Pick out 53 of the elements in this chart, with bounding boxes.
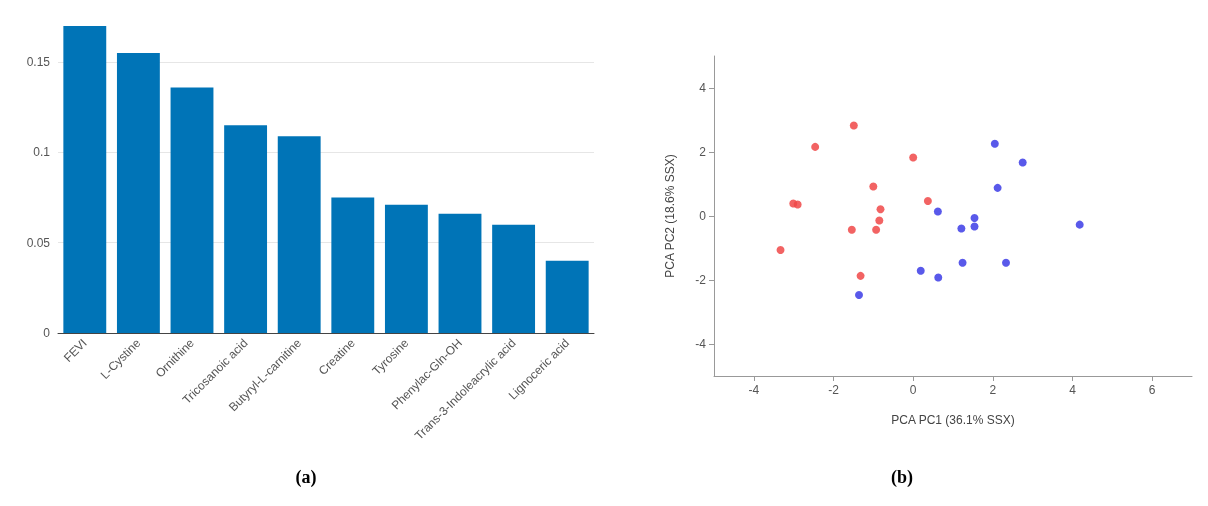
point xyxy=(811,142,820,151)
point xyxy=(970,222,979,231)
y-tick-label: 0.15 xyxy=(26,55,51,70)
point xyxy=(1001,258,1010,267)
y-tick-label: 0 xyxy=(699,209,707,223)
y-tick-label: -2 xyxy=(695,273,707,287)
point xyxy=(933,207,942,216)
bar xyxy=(224,125,268,333)
bar xyxy=(116,53,160,333)
x-tick-label: -2 xyxy=(828,383,840,397)
bar xyxy=(277,136,321,333)
bar xyxy=(170,87,214,333)
point xyxy=(970,213,979,222)
point xyxy=(776,245,785,254)
point xyxy=(990,139,999,148)
point xyxy=(1018,158,1027,167)
bar xyxy=(438,213,482,333)
bar xyxy=(384,204,428,333)
point xyxy=(958,258,967,267)
point xyxy=(916,266,925,275)
x-tick-label: 4 xyxy=(1069,383,1077,397)
point xyxy=(869,182,878,191)
y-tick-label: 4 xyxy=(699,81,707,95)
y-tick-label: 0 xyxy=(43,326,51,340)
point xyxy=(923,196,932,205)
point xyxy=(855,291,863,300)
point xyxy=(875,216,884,225)
x-tick-label: 6 xyxy=(1148,383,1156,397)
point xyxy=(876,205,885,214)
y-tick-label: 0.05 xyxy=(26,235,51,250)
y-axis-title: PCA PC2 (18.6% SSX) xyxy=(663,154,677,278)
point xyxy=(847,225,856,234)
point xyxy=(793,200,802,209)
bar xyxy=(492,224,536,333)
point xyxy=(934,273,943,282)
point xyxy=(849,121,858,130)
text: (a) xyxy=(295,467,317,488)
x-tick-label: 0 xyxy=(909,383,917,397)
bar xyxy=(63,26,107,333)
point xyxy=(993,183,1002,192)
bar xyxy=(545,260,589,333)
point xyxy=(957,224,966,233)
point xyxy=(1075,220,1084,229)
x-axis-title: PCA PC1 (36.1% SSX) xyxy=(891,413,1015,427)
bar xyxy=(331,197,375,333)
point xyxy=(856,271,865,280)
point xyxy=(872,225,881,234)
x-tick-label: -4 xyxy=(748,383,760,397)
point xyxy=(909,153,918,162)
text: (b) xyxy=(891,467,914,488)
y-tick-label: 0.1 xyxy=(33,145,51,160)
x-tick-label: 2 xyxy=(989,383,997,397)
y-tick-label: 2 xyxy=(699,145,707,159)
